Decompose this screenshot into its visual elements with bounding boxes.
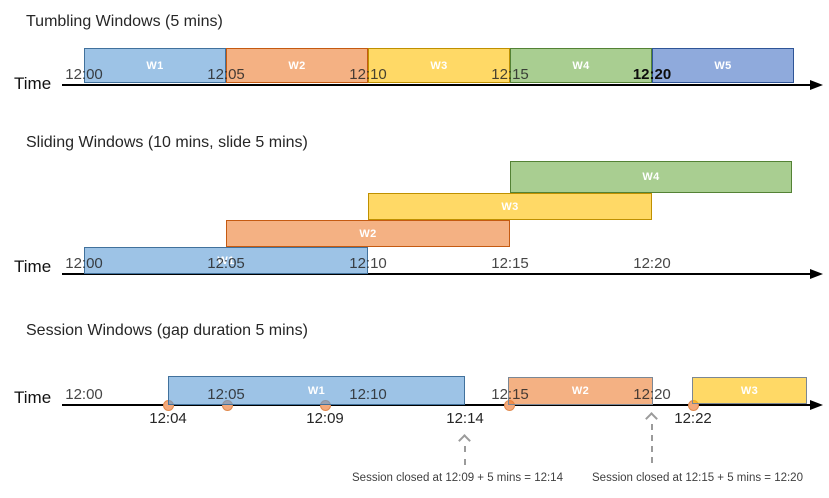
window-w1: W1 — [84, 48, 226, 83]
callout-arrow-up-icon — [458, 434, 471, 447]
event-time-label: 12:04 — [149, 410, 187, 427]
window-label: W5 — [714, 59, 732, 72]
time-axis — [62, 273, 812, 275]
axis-tick-label: 12:05 — [207, 386, 245, 403]
callout-arrow-up-icon — [645, 412, 658, 425]
section-title: Session Windows (gap duration 5 mins) — [26, 322, 308, 339]
callout-text: Session closed at 12:09 + 5 mins = 12:14 — [352, 472, 563, 484]
window-w2: W2 — [508, 377, 653, 405]
window-w3: W3 — [368, 48, 510, 83]
time-axis-arrowhead-icon — [810, 80, 823, 90]
callout-arrow-stem — [651, 424, 653, 463]
axis-tick-label: 12:15 — [491, 66, 529, 83]
window-label: W3 — [430, 59, 448, 72]
axis-tick-label: 12:00 — [65, 66, 103, 83]
window-w3: W3 — [692, 377, 807, 404]
time-axis-label: Time — [14, 74, 52, 93]
axis-tick-label: 12:10 — [349, 66, 387, 83]
event-time-label: 12:09 — [306, 410, 344, 427]
window-label: W1 — [307, 384, 326, 397]
section-title: Sliding Windows (10 mins, slide 5 mins) — [26, 134, 308, 151]
time-axis-label: Time — [14, 257, 52, 276]
window-w1: W1 — [168, 376, 465, 405]
axis-tick-label: 12:20 — [633, 255, 671, 272]
axis-tick-label: 12:15 — [491, 386, 529, 403]
section-title: Tumbling Windows (5 mins) — [26, 13, 223, 30]
axis-tick-label: 12:20 — [632, 66, 672, 83]
window-label: W2 — [288, 59, 306, 72]
time-axis-label: Time — [14, 388, 52, 407]
time-axis — [62, 84, 812, 86]
event-time-label: 12:22 — [674, 410, 712, 427]
window-w4: W4 — [510, 161, 792, 193]
window-label: W4 — [572, 59, 590, 72]
time-axis-arrowhead-icon — [810, 400, 823, 410]
window-w4: W4 — [510, 48, 652, 83]
axis-tick-label: 12:00 — [65, 386, 103, 403]
callout-text: Session closed at 12:15 + 5 mins = 12:20 — [592, 472, 803, 484]
event-time-label: 12:14 — [446, 410, 484, 427]
time-axis-arrowhead-icon — [810, 269, 823, 279]
window-label: W1 — [146, 59, 164, 72]
window-label: W1 — [217, 254, 235, 267]
window-label: W3 — [501, 200, 519, 213]
axis-tick-label: 12:15 — [491, 255, 529, 272]
window-label: W4 — [642, 171, 660, 183]
window-w3: W3 — [368, 193, 652, 220]
axis-tick-label: 12:20 — [633, 386, 671, 403]
time-axis — [62, 404, 812, 406]
window-w5: W5 — [652, 48, 794, 83]
callout-arrow-stem — [464, 446, 466, 465]
window-label: W2 — [359, 227, 377, 240]
axis-tick-label: 12:10 — [349, 255, 387, 272]
window-w2: W2 — [226, 220, 510, 247]
axis-tick-label: 12:05 — [207, 66, 245, 83]
window-label: W3 — [740, 384, 759, 397]
window-w1: W1 — [84, 247, 368, 274]
window-w2: W2 — [226, 48, 368, 83]
window-label: W2 — [571, 385, 590, 397]
axis-tick-label: 12:00 — [65, 255, 103, 272]
axis-tick-label: 12:10 — [349, 386, 387, 403]
axis-tick-label: 12:05 — [207, 255, 245, 272]
